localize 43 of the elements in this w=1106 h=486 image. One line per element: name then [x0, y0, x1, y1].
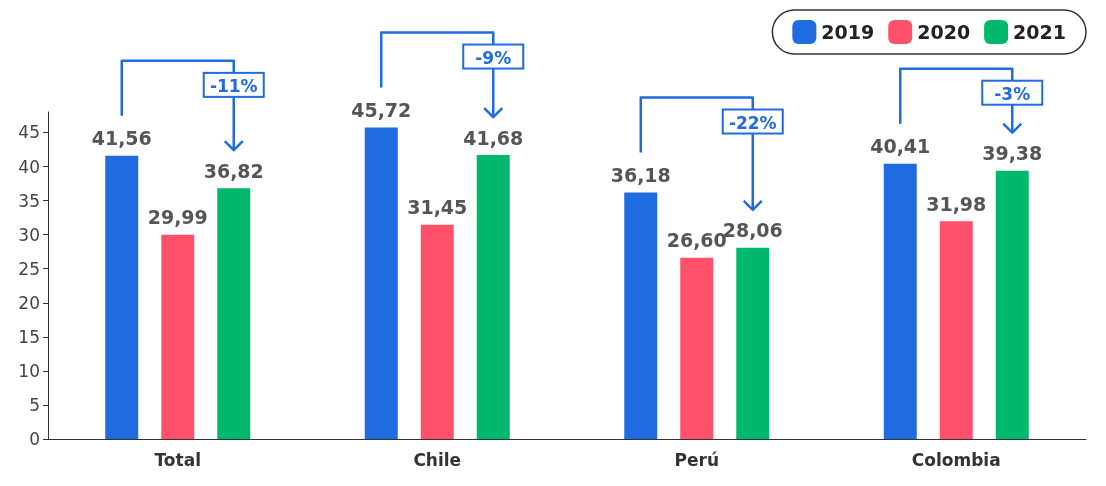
bar: [364, 127, 398, 439]
y-tick-label: 30: [18, 224, 40, 245]
bar: [420, 224, 454, 439]
y-tick-label: 5: [29, 394, 40, 415]
text: -11%: [209, 75, 258, 96]
bar: [476, 155, 510, 439]
text: -9%: [475, 47, 512, 68]
data-label: 41,68: [463, 126, 524, 149]
legend-label: 2021: [1013, 21, 1067, 43]
legend-label: 2019: [821, 21, 875, 43]
y-tick-label: 35: [18, 190, 40, 211]
y-tick-label: 10: [18, 360, 40, 381]
bar: [883, 163, 917, 439]
x-tick-label: Chile: [413, 449, 462, 470]
bar: [939, 221, 973, 439]
data-label: 39,38: [982, 142, 1043, 165]
bar: [161, 234, 195, 439]
y-tick-label: 0: [29, 429, 40, 449]
data-label: 40,41: [870, 135, 931, 158]
y-tick-label: 20: [18, 292, 40, 313]
legend-label: 2020: [917, 21, 971, 43]
data-label: 31,45: [407, 196, 468, 219]
data-label: 36,18: [610, 164, 671, 187]
y-tick-label: 25: [18, 258, 40, 279]
bar: [105, 155, 139, 439]
x-tick-label: Total: [154, 449, 201, 470]
text: -3%: [994, 83, 1031, 104]
annotation: -22%: [728, 112, 777, 133]
data-label: 29,99: [147, 206, 208, 229]
y-tick-label: 40: [18, 156, 40, 177]
bar: [680, 257, 714, 439]
bar: [624, 192, 658, 439]
y-tick-label: 45: [18, 122, 40, 143]
bar: [995, 170, 1029, 439]
data-label: 31,98: [926, 192, 987, 215]
data-label: 45,72: [351, 99, 412, 122]
bar: [736, 247, 770, 439]
x-tick-label: Colombia: [911, 449, 1001, 470]
data-label: 41,56: [91, 127, 152, 150]
data-label: 36,82: [203, 159, 264, 182]
x-tick-label: Perú: [674, 449, 719, 470]
y-tick-label: 15: [18, 326, 40, 347]
bar: [217, 188, 251, 439]
